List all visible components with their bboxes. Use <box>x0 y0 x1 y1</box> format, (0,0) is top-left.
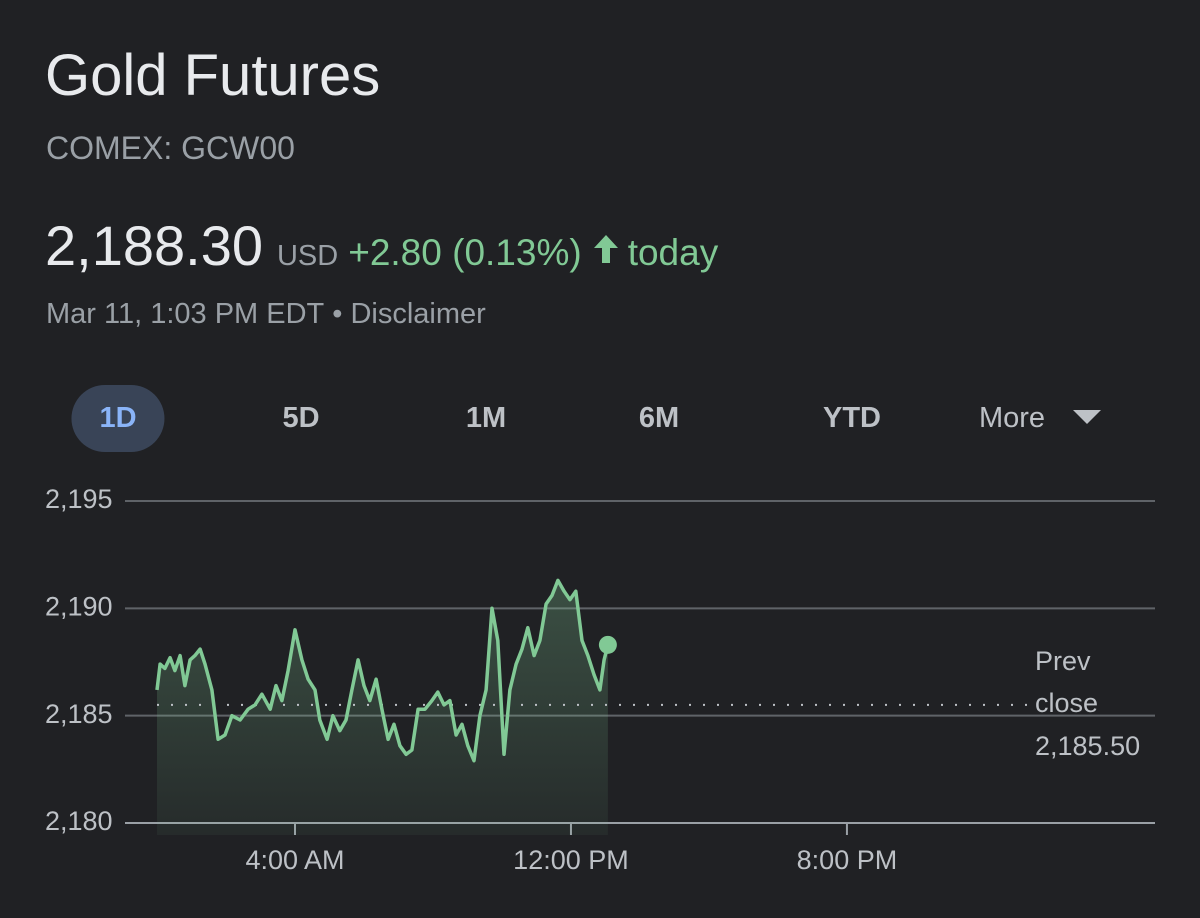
y-tick-label: 2,190 <box>45 591 113 621</box>
range-tab[interactable]: 1D <box>71 385 165 452</box>
current-point <box>598 635 617 654</box>
title: Gold Futures <box>45 43 381 108</box>
y-tick-label: 2,195 <box>45 484 113 514</box>
range-tab[interactable]: YTD <box>823 402 881 434</box>
x-tick-label: 12:00 PM <box>513 845 629 875</box>
change-period: today <box>627 232 719 273</box>
area-fill <box>157 580 608 835</box>
range-tab[interactable]: 5D <box>282 402 320 434</box>
range-tab[interactable]: 6M <box>638 402 680 434</box>
prev-close-value: 2,185.50 <box>1035 731 1140 761</box>
change: +2.80 (0.13%) <box>348 232 582 273</box>
y-tick-label: 2,185 <box>45 699 113 729</box>
prev-close-title: close <box>1035 688 1098 718</box>
timestamp-row: Mar 11, 1:03 PM EDT • Disclaimer <box>46 298 494 331</box>
up-arrow <box>593 235 618 263</box>
range-tab[interactable]: More <box>978 402 1046 434</box>
price-row: 2,188.30 USD +2.80 (0.13%) today <box>45 213 718 278</box>
ticker: COMEX: GCW00 <box>46 130 295 166</box>
currency: USD <box>276 240 339 272</box>
range-tabs: 1D 5D 1M 6M YTD More <box>0 385 1200 452</box>
disclaimer-link[interactable]: Disclaimer <box>350 298 486 330</box>
timestamp: Mar 11, 1:03 PM EDT <box>46 298 325 330</box>
separator: • <box>332 298 343 330</box>
x-tick-label: 8:00 PM <box>797 845 898 875</box>
price-line <box>155 578 610 763</box>
price: 2,188.30 <box>45 214 263 277</box>
dropdown-icon <box>1073 410 1101 424</box>
prev-close-title: Prev <box>1035 646 1091 676</box>
y-tick-label: 2,180 <box>45 806 113 836</box>
range-tab[interactable]: 1M <box>465 402 507 434</box>
x-tick-label: 4:00 AM <box>245 845 344 875</box>
